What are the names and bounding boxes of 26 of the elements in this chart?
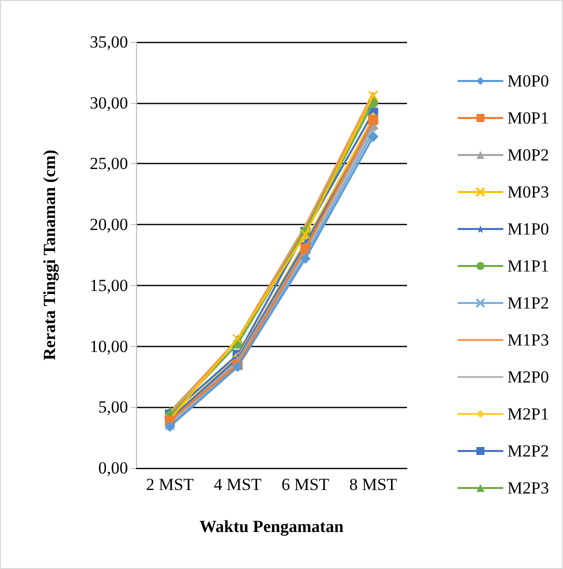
y-tick-label: 20,00 bbox=[90, 215, 128, 234]
legend-label: M1P2 bbox=[507, 294, 550, 312]
legend-label: M1P0 bbox=[507, 220, 550, 238]
x-tick-label: 2 MST bbox=[146, 475, 194, 494]
y-tick-label: 0,00 bbox=[98, 458, 128, 478]
y-tick-label: 5,00 bbox=[98, 398, 128, 417]
legend-label: M1P3 bbox=[507, 330, 550, 350]
legend-label: M2P2 bbox=[507, 442, 550, 460]
x-tick-label: 6 MST bbox=[282, 475, 330, 494]
legend-label: M2P0 bbox=[507, 368, 550, 386]
x-tick-label: 4 MST bbox=[214, 475, 262, 494]
legend-label: M0P0 bbox=[507, 72, 550, 90]
x-tick-label: 8 MST bbox=[349, 475, 398, 494]
y-tick-label: 10,00 bbox=[90, 336, 128, 356]
legend-label: M2P3 bbox=[507, 478, 550, 498]
legend-label: M0P2 bbox=[507, 146, 550, 164]
y-tick-label: 25,00 bbox=[90, 154, 128, 174]
y-tick-label: 35,00 bbox=[90, 32, 128, 52]
legend-label: M0P1 bbox=[507, 108, 550, 128]
x-axis-title: Waktu Pengamatan bbox=[199, 517, 344, 536]
y-axis-title: Rerata Tinggi Tanaman (cm) bbox=[40, 150, 59, 360]
y-tick-label: 30,00 bbox=[90, 93, 128, 112]
y-tick-label: 15,00 bbox=[90, 276, 128, 295]
legend-label: M0P3 bbox=[507, 182, 550, 202]
legend-label: M1P1 bbox=[507, 256, 550, 276]
legend-label: M2P1 bbox=[507, 404, 550, 424]
